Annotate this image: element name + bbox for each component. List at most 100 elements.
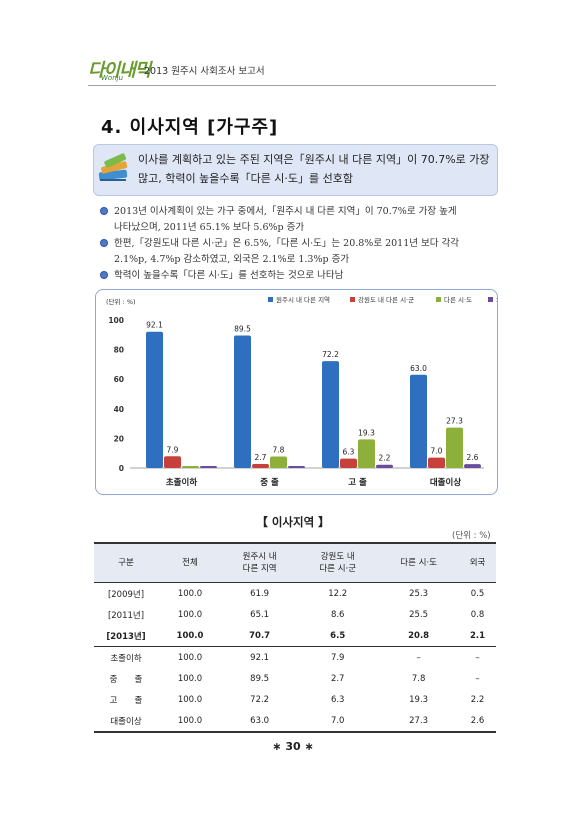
table-cell: 100.0 (177, 673, 203, 684)
table-title: 【 이사지역 】 (256, 515, 330, 529)
table-header: 강원도 내 다른 시·군 (297, 542, 379, 583)
y-tick-label: 100 (108, 316, 124, 325)
table-header: 다른 시·도 (378, 542, 460, 583)
bar (358, 439, 375, 468)
table-cell: 70.7 (249, 630, 271, 641)
table-cell: 65.1 (250, 609, 270, 620)
legend-swatch (268, 297, 273, 302)
summary-line-1: 이사를 계획하고 있는 주된 지역은「원주시 내 다른 지역」이 70.7%로 … (138, 153, 490, 166)
summary-line-2: 많고, 학력이 높을수록「다른 시·도」를 선호함 (138, 172, 354, 185)
legend-label: 다른 시·도 (444, 295, 472, 304)
table-cell: – (459, 646, 496, 668)
bar (270, 456, 287, 468)
data-label: 89.5 (234, 325, 251, 334)
table-cell: 2.2 (470, 694, 485, 705)
logo: 다이내믹 (88, 60, 151, 81)
data-label: 92.1 (146, 321, 163, 330)
table-cell: 12.2 (328, 588, 348, 599)
table-cell: 100.0 (158, 710, 222, 733)
header-divider (88, 85, 496, 86)
data-label: 7.0 (431, 447, 443, 456)
report-title: 2013 원주시 사회조사 보고서 (144, 66, 265, 77)
y-tick-label: 40 (114, 405, 124, 414)
table-cell: 8.6 (330, 609, 345, 620)
table-row: [2009년] 100.0 61.9 12.2 25.3 0.5 (94, 583, 496, 605)
bar (146, 331, 163, 468)
table-cell: 7.0 (297, 710, 379, 733)
table-cell: 0.5 (470, 588, 485, 599)
table-cell: 20.8 (408, 630, 430, 641)
bar (464, 464, 481, 468)
legend-label: 외국 (496, 296, 497, 304)
table-header-row: 구분 전체 원주시 내 다른 지역 강원도 내 다른 시·군 다른 시·도 외국 (94, 542, 496, 583)
chart-container: (단위 : %) 원주시 내 다른 지역 강원도 내 다른 시·군 다른 시·도 외국 0… (95, 289, 498, 495)
bar (322, 361, 339, 468)
page-number: ∗ 30 ∗ (272, 740, 314, 753)
section-title: 4. 이사지역 [가구주] (101, 117, 279, 138)
bar (252, 464, 269, 468)
table-cell: 100.0 (176, 630, 204, 641)
table-cell: 89.5 (250, 673, 270, 684)
bullet-text: 2.1%p, 4.7%p 감소하였고, 외국은 2.1%로 1.3%p 증가 (114, 254, 350, 265)
table-cell: 61.9 (250, 588, 270, 599)
bar (234, 335, 251, 468)
table-cell: 100.0 (177, 694, 203, 705)
bar (164, 456, 181, 468)
data-label: 63.0 (410, 364, 427, 373)
table-row: 중 졸 100.0 89.5 2.7 7.8 – (94, 668, 496, 689)
table-cell: 고 졸 (109, 695, 143, 706)
bar (446, 427, 463, 468)
table-cell: 초졸이하 (94, 646, 158, 668)
bullet-item: 한편,「강원도내 다른 시·군」은 6.5%,「다른 시·도」는 20.8%로 … (100, 236, 496, 268)
table-row: [2013년] 100.0 70.7 6.5 20.8 2.1 (94, 625, 496, 647)
bullet-icon (100, 271, 108, 279)
y-tick-label: 20 (114, 434, 124, 443)
table-cell: 100.0 (177, 609, 203, 620)
data-label: 7.8 (273, 445, 285, 454)
legend-swatch (488, 297, 493, 302)
bar (428, 457, 445, 468)
books-icon (96, 149, 132, 185)
table-cell: 7.9 (297, 646, 379, 668)
table-cell: 0.8 (470, 609, 485, 620)
y-tick-label: 60 (114, 375, 124, 384)
x-tick-label: 고 졸 (348, 478, 367, 488)
table-cell: [2011년] (107, 610, 145, 621)
summary-box (93, 144, 498, 196)
legend-label: 원주시 내 다른 지역 (276, 295, 330, 304)
table-row: [2011년] 100.0 65.1 8.6 25.5 0.8 (94, 604, 496, 625)
table-cell: 2.1 (470, 630, 486, 641)
bullet-icon (100, 239, 108, 247)
bar (288, 466, 305, 468)
table-row: 초졸이하 100.0 92.1 7.9– – (94, 646, 496, 668)
data-label: 2.2 (379, 454, 391, 463)
table-cell: 2.6 (459, 710, 496, 733)
table-cell: [2013년] (106, 631, 146, 642)
table-cell: 6.3 (330, 694, 345, 705)
table-cell: 92.1 (222, 646, 298, 668)
table-cell: – (475, 673, 480, 684)
data-label: 72.2 (322, 350, 339, 359)
data-label: 2.6 (467, 453, 479, 462)
table-cell: 2.7 (330, 673, 345, 684)
x-tick-label: 초졸이하 (166, 477, 197, 488)
table-unit: (단위 : %) (452, 531, 491, 541)
table-cell: 19.3 (409, 694, 429, 705)
bar (182, 466, 199, 468)
bullet-item: 학력이 높을수록「다른 시·도」를 선호하는 것으로 나타남 (100, 268, 496, 284)
chart-unit-label: (단위 : %) (106, 297, 136, 306)
data-label: 2.7 (255, 453, 267, 462)
bar (340, 458, 357, 468)
table-cell: 중 졸 (109, 674, 143, 685)
table-cell: 27.3 (378, 710, 460, 733)
table-cell: 72.2 (250, 694, 270, 705)
logo-subtitle: Wonju (101, 74, 124, 82)
table-header: 외국 (459, 542, 496, 583)
y-tick-label: 0 (119, 464, 124, 473)
bar-chart: (단위 : %) 원주시 내 다른 지역 강원도 내 다른 시·군 다른 시·도 외국 0… (106, 295, 497, 488)
summary-text: 이사를 계획하고 있는 주된 지역은「원주시 내 다른 지역」이 70.7%로 … (138, 150, 490, 188)
table-cell: 25.3 (409, 588, 429, 599)
table-cell: 대졸이상 (94, 710, 158, 733)
table-cell: 100.0 (158, 646, 222, 668)
bullet-list: 2013년 이사계획이 있는 가구 중에서,「원주시 내 다른 지역」이 70.… (100, 204, 496, 284)
